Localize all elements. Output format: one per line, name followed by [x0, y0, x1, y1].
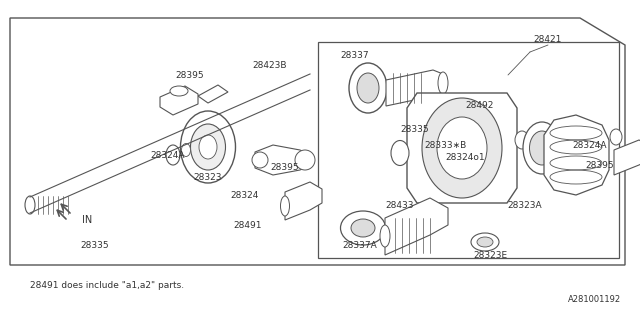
Ellipse shape [170, 86, 188, 96]
Circle shape [252, 152, 268, 168]
Polygon shape [385, 198, 448, 255]
Polygon shape [160, 86, 198, 115]
Ellipse shape [351, 219, 375, 237]
Ellipse shape [477, 237, 493, 247]
Ellipse shape [471, 233, 499, 251]
Text: 28323A: 28323A [508, 201, 542, 210]
Text: 28324o1: 28324o1 [445, 154, 485, 163]
Text: 28423B: 28423B [253, 60, 287, 69]
Text: 28433: 28433 [386, 201, 414, 210]
Text: 28395: 28395 [271, 164, 300, 172]
Ellipse shape [523, 122, 561, 174]
Ellipse shape [529, 131, 554, 165]
Text: 28324: 28324 [231, 190, 259, 199]
Ellipse shape [610, 129, 622, 145]
Text: IN: IN [82, 215, 92, 225]
Ellipse shape [515, 131, 529, 149]
Ellipse shape [182, 143, 191, 156]
Polygon shape [407, 93, 517, 203]
Ellipse shape [25, 196, 35, 214]
Polygon shape [544, 115, 609, 195]
Polygon shape [255, 145, 310, 175]
Text: 28335: 28335 [401, 125, 429, 134]
Ellipse shape [349, 63, 387, 113]
Ellipse shape [357, 73, 379, 103]
Text: 28491 does include "a1,a2" parts.: 28491 does include "a1,a2" parts. [30, 281, 184, 290]
Text: 28324A: 28324A [151, 150, 185, 159]
Ellipse shape [437, 117, 487, 179]
Text: 28337: 28337 [340, 51, 369, 60]
Ellipse shape [438, 72, 448, 94]
Text: 28323: 28323 [194, 173, 222, 182]
Text: A281001192: A281001192 [568, 295, 621, 305]
Text: 28492: 28492 [466, 100, 494, 109]
Text: 28395: 28395 [586, 161, 614, 170]
Polygon shape [285, 182, 322, 220]
Text: 28337A: 28337A [342, 241, 378, 250]
Text: 28323E: 28323E [473, 251, 507, 260]
Ellipse shape [422, 98, 502, 198]
Text: 28421: 28421 [534, 36, 562, 44]
Ellipse shape [166, 145, 180, 165]
Polygon shape [198, 85, 228, 103]
Polygon shape [386, 70, 443, 106]
Ellipse shape [340, 211, 385, 245]
Ellipse shape [191, 124, 225, 170]
Ellipse shape [280, 196, 289, 216]
Text: 28395: 28395 [176, 70, 204, 79]
Ellipse shape [380, 225, 390, 247]
Ellipse shape [180, 111, 236, 183]
Text: 28491: 28491 [234, 220, 262, 229]
Text: 28335: 28335 [81, 241, 109, 250]
Ellipse shape [391, 140, 409, 165]
Circle shape [295, 150, 315, 170]
Polygon shape [614, 140, 640, 175]
Text: 28333∗B: 28333∗B [424, 140, 466, 149]
Text: 28324A: 28324A [573, 140, 607, 149]
Ellipse shape [199, 135, 217, 159]
